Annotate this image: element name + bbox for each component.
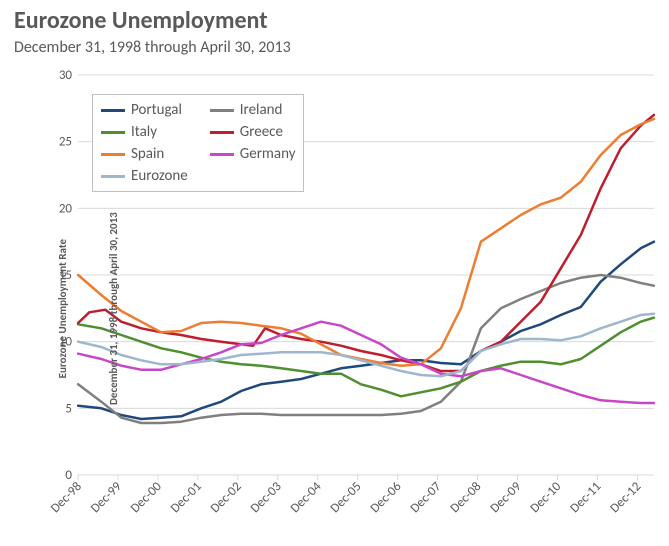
legend-item: Portugal: [101, 101, 188, 119]
legend-swatch: [101, 109, 125, 112]
legend-item: Eurozone: [101, 167, 188, 185]
x-tick-label: Dec-98: [48, 479, 85, 516]
legend-item: Germany: [210, 145, 296, 163]
x-tick-label: Dec-00: [128, 479, 165, 516]
x-tick-label: Dec-05: [328, 479, 365, 516]
x-tick-label: Dec-02: [208, 479, 245, 516]
legend-item: Greece: [210, 123, 296, 141]
legend: Portugal Ireland Italy Greece Spain Germany Eu…: [92, 94, 304, 192]
series-eurozone: [78, 314, 654, 377]
x-tick-label: Dec-04: [288, 479, 325, 516]
legend-label: Spain: [131, 145, 164, 163]
x-tick-label: Dec-10: [527, 479, 564, 516]
x-tick-label: Dec-03: [248, 479, 285, 516]
ylabel-line2: December 31, 1998 through April 30, 2013: [107, 212, 120, 405]
x-tick-label: Dec-09: [487, 479, 524, 516]
y-tick-label: 30: [59, 68, 73, 83]
legend-swatch: [101, 175, 125, 178]
x-tick-label: Dec-12: [607, 479, 644, 516]
y-axis-label: Eurozone Unemployment Rate December 31, …: [18, 212, 158, 405]
legend-item: Ireland: [210, 101, 296, 119]
legend-label: Eurozone: [131, 167, 188, 185]
legend-swatch: [101, 131, 125, 134]
legend-grid: Portugal Ireland Italy Greece Spain Germany Eu…: [101, 101, 295, 185]
legend-label: Ireland: [240, 101, 283, 119]
legend-swatch: [210, 109, 234, 112]
legend-swatch: [210, 131, 234, 134]
x-tick-label: Dec-99: [88, 479, 125, 516]
legend-swatch: [101, 153, 125, 156]
legend-label: Germany: [240, 145, 296, 163]
legend-item: Italy: [101, 123, 188, 141]
x-tick-label: Dec-06: [368, 479, 405, 516]
chart-container: Eurozone Unemployment December 31, 1998 …: [0, 0, 669, 546]
x-tick-label: Dec-11: [567, 479, 604, 516]
legend-swatch: [210, 153, 234, 156]
series-italy: [78, 318, 654, 397]
legend-label: Portugal: [131, 101, 182, 119]
ylabel-line1: Eurozone Unemployment Rate: [56, 212, 69, 405]
y-tick-label: 25: [59, 135, 72, 150]
legend-label: Greece: [240, 123, 283, 141]
x-tick-label: Dec-07: [408, 479, 445, 516]
x-tick-label: Dec-08: [448, 479, 485, 516]
series-portugal: [78, 242, 654, 419]
legend-item: Spain: [101, 145, 188, 163]
x-tick-label: Dec-01: [168, 479, 205, 516]
legend-label: Italy: [131, 123, 157, 141]
